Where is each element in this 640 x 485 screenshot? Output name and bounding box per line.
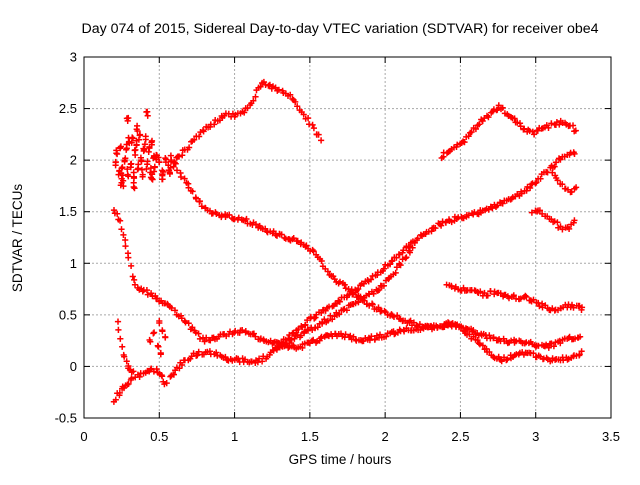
chart-title: Day 074 of 2015, Sidereal Day-to-day VTE… — [81, 21, 598, 37]
plot-border — [83, 56, 612, 419]
x-tick-label: 0.5 — [150, 429, 168, 444]
series-main-riser — [406, 164, 556, 250]
series-left-scatter-low — [146, 317, 169, 358]
x-tick-label: 2.5 — [451, 429, 469, 444]
x-axis-label: GPS time / hours — [289, 452, 392, 467]
series-riser-branch-up — [548, 149, 578, 170]
x-tick-label: 2 — [382, 429, 389, 444]
series-left-cluster-high — [112, 108, 178, 192]
series-riser-upper-strand — [270, 243, 412, 354]
x-tick-label: 0 — [80, 429, 87, 444]
series-top-right-trace — [438, 102, 579, 162]
data-series — [110, 78, 586, 405]
y-axis-label: SDTVAR / TECUs — [10, 184, 25, 293]
y-tick-label: -0.5 — [55, 411, 77, 426]
series-band-right-mid — [443, 281, 586, 314]
x-tick-label: 3.5 — [602, 429, 620, 444]
y-tick-label: 3 — [70, 50, 77, 65]
tick-labels: 0 0.5 1 1.5 2 2.5 3 3.5-0.500.511.522.53 — [55, 50, 620, 445]
y-tick-label: 1.5 — [59, 204, 77, 219]
y-tick-label: 2 — [70, 153, 77, 168]
y-tick-label: 0.5 — [59, 307, 77, 322]
axis-ticks — [83, 56, 612, 419]
series-arc-peak — [173, 78, 325, 161]
series-riser-branch-down — [549, 169, 580, 196]
series-short-right-trace — [528, 207, 578, 233]
series-steep-drop-band — [110, 207, 585, 365]
y-tick-label: 1 — [70, 256, 77, 271]
x-tick-label: 1 — [231, 429, 238, 444]
y-tick-label: 2.5 — [59, 101, 77, 116]
series-v-start — [110, 375, 135, 405]
x-tick-label: 1.5 — [301, 429, 319, 444]
y-tick-label: 0 — [70, 359, 77, 374]
x-tick-label: 3 — [532, 429, 539, 444]
